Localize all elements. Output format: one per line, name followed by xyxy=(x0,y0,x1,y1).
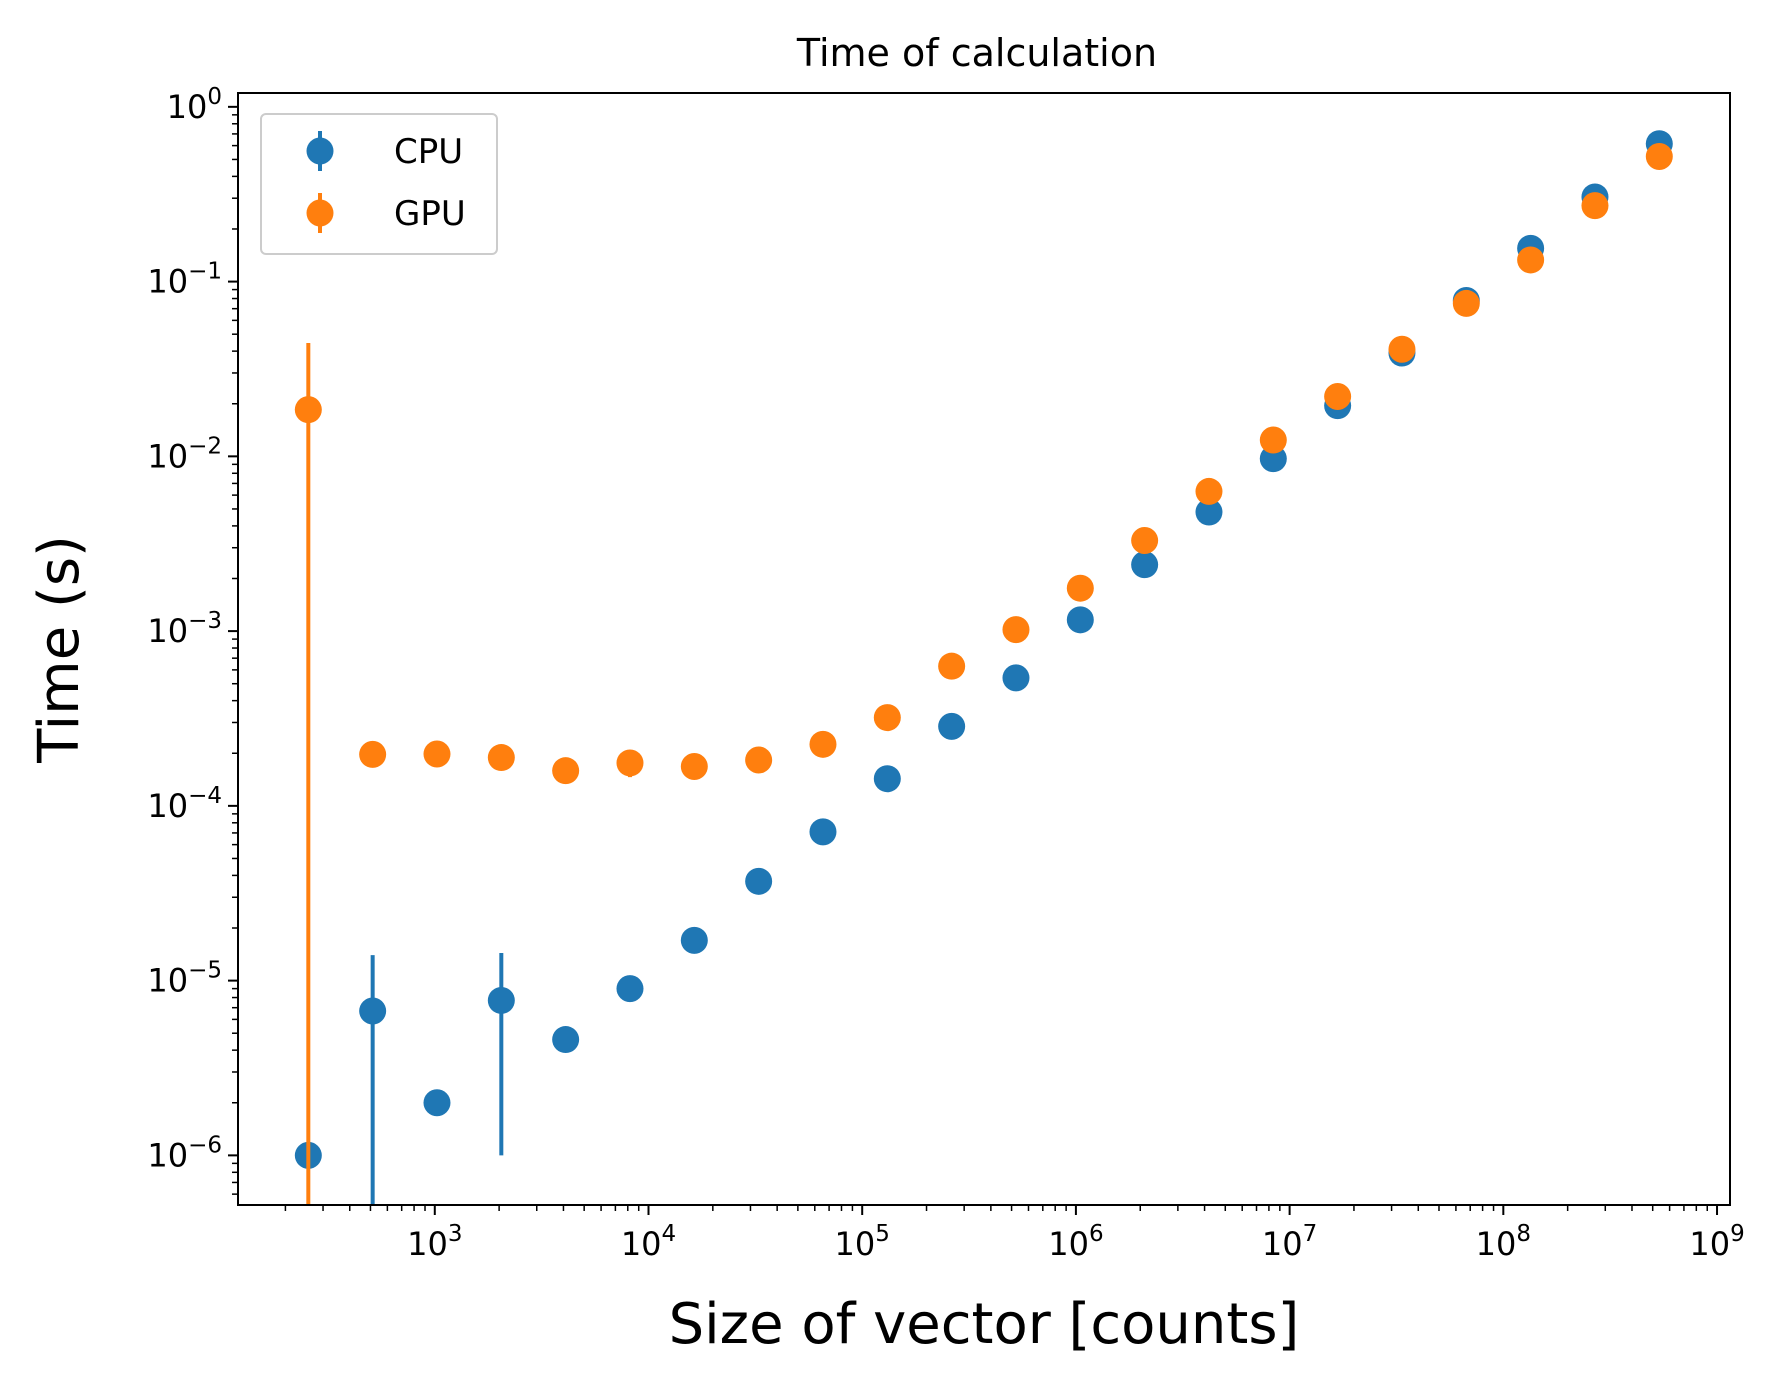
x-tick-label: 108 xyxy=(1476,1221,1531,1263)
y-tick-label: 10−6 xyxy=(147,1132,222,1174)
x-tick-label: 103 xyxy=(407,1221,462,1263)
chart-title: Time of calculation xyxy=(796,31,1157,75)
legend-entry-cpu: CPU xyxy=(306,131,463,172)
legend-label: CPU xyxy=(394,132,463,172)
gpu-point xyxy=(1195,477,1223,505)
series-cpu xyxy=(294,130,1673,1205)
x-axis-label: Size of vector [counts] xyxy=(669,1292,1300,1357)
y-tick-label: 10−1 xyxy=(147,259,222,301)
cpu-point xyxy=(1002,664,1030,692)
cpu-point xyxy=(487,986,515,1014)
gpu-point xyxy=(1581,192,1609,220)
y-tick-label: 10−2 xyxy=(147,433,222,475)
gpu-point xyxy=(873,704,901,732)
gpu-point xyxy=(359,740,387,768)
gpu-point xyxy=(1066,574,1094,602)
cpu-point xyxy=(745,867,773,895)
axes-frame xyxy=(237,92,1731,1206)
series-clip-group xyxy=(294,130,1673,1205)
cpu-point xyxy=(938,712,966,740)
legend-label: GPU xyxy=(394,194,466,234)
data-series xyxy=(294,130,1673,1205)
cpu-point xyxy=(1131,551,1159,579)
gpu-point xyxy=(1645,142,1673,170)
gpu-point xyxy=(1259,426,1287,454)
gpu-point xyxy=(1131,526,1159,554)
x-tick-label: 106 xyxy=(1048,1221,1103,1263)
x-tick-label: 107 xyxy=(1262,1221,1317,1263)
cpu-point xyxy=(1066,606,1094,634)
cpu-point xyxy=(809,818,837,846)
x-tick-label: 104 xyxy=(621,1221,676,1263)
cpu-point xyxy=(1259,445,1287,473)
y-tick-label: 10−5 xyxy=(147,958,222,1000)
gpu-point xyxy=(1388,335,1416,363)
gpu-point xyxy=(487,744,515,772)
gpu-point xyxy=(1002,616,1030,644)
x-axis-ticks: 103 104 105 106 107 108 109 xyxy=(284,1205,1745,1263)
gpu-point xyxy=(423,740,451,768)
y-tick-label: 10−3 xyxy=(147,608,222,650)
y-tick-label: 100 xyxy=(167,84,222,126)
x-tick-label: 109 xyxy=(1689,1221,1744,1263)
y-axis-ticks: 10−6 10−5 10−4 10−3 10−2 10−1 100 xyxy=(147,84,238,1195)
gpu-point xyxy=(294,396,322,424)
gpu-point xyxy=(680,752,708,780)
gpu-point xyxy=(938,652,966,680)
x-tick-label: 105 xyxy=(835,1221,890,1263)
legend-entry-gpu: GPU xyxy=(306,193,466,234)
cpu-point xyxy=(552,1026,580,1054)
gpu-point xyxy=(552,757,580,785)
y-axis-label: Time (s) xyxy=(27,535,92,764)
y-tick-label: 10−4 xyxy=(147,783,222,825)
legend: CPU GPU xyxy=(260,113,498,255)
cpu-point xyxy=(359,997,387,1025)
series-gpu xyxy=(294,142,1673,1205)
cpu-point xyxy=(680,926,708,954)
legend-marker xyxy=(306,137,334,165)
cpu-point xyxy=(423,1089,451,1117)
gpu-point xyxy=(809,730,837,758)
gpu-point xyxy=(1452,289,1480,317)
gpu-point xyxy=(616,749,644,777)
cpu-point xyxy=(616,975,644,1003)
legend-marker xyxy=(306,199,334,227)
gpu-point xyxy=(1517,246,1545,274)
gpu-point xyxy=(1324,383,1352,411)
cpu-point xyxy=(873,765,901,793)
gpu-point xyxy=(745,746,773,774)
cpu-point xyxy=(1195,498,1223,526)
